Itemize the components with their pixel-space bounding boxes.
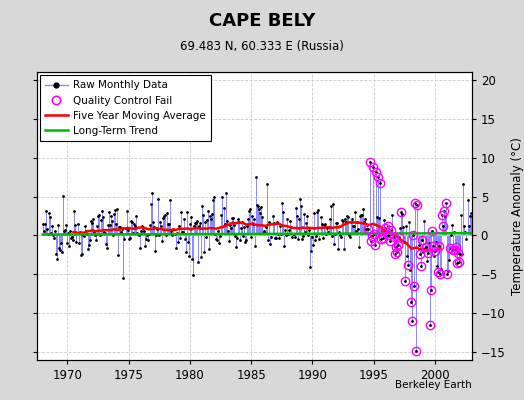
Legend: Raw Monthly Data, Quality Control Fail, Five Year Moving Average, Long-Term Tren: Raw Monthly Data, Quality Control Fail, … [40, 75, 211, 141]
Text: CAPE BELY: CAPE BELY [209, 12, 315, 30]
Y-axis label: Temperature Anomaly (°C): Temperature Anomaly (°C) [511, 137, 524, 295]
Text: 69.483 N, 60.333 E (Russia): 69.483 N, 60.333 E (Russia) [180, 40, 344, 53]
Text: Berkeley Earth: Berkeley Earth [395, 380, 472, 390]
